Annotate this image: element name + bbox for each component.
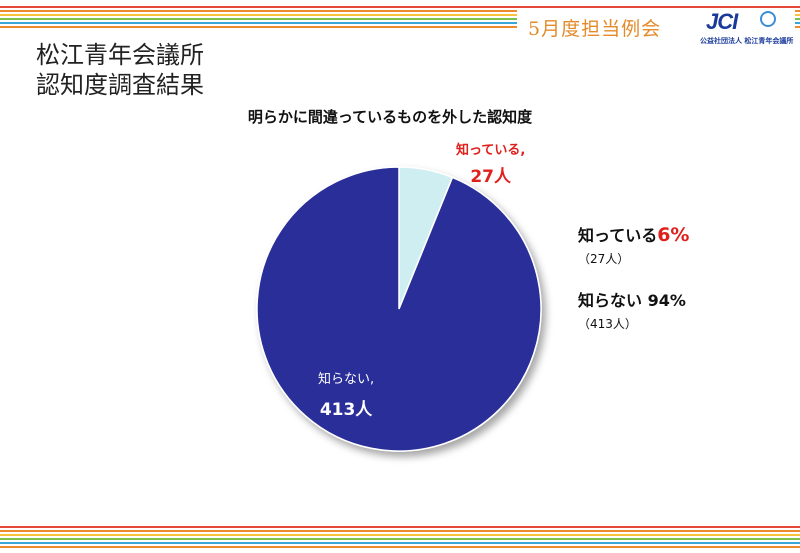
slice-label-known-value: 27人: [470, 167, 511, 187]
legend-unknown-percent: 94%: [642, 291, 686, 310]
jci-logo: JCI 公益社団法人 松江青年会議所: [700, 9, 794, 45]
chart-title-text: 明らかに間違っているものを外した認知度: [247, 108, 533, 126]
stripe: [0, 526, 800, 528]
slice-label-unknown-value: 413人: [319, 400, 373, 420]
stripe: [0, 534, 800, 536]
stripe: [0, 22, 800, 24]
slice-label-unknown-name: 知らない,: [318, 372, 375, 387]
stripe: [0, 538, 800, 540]
legend-known: 知っている6% （27人）: [578, 222, 689, 267]
pie-slice-unknown: [256, 166, 542, 452]
top-decorative-stripes: [0, 6, 800, 30]
stripe: [0, 6, 800, 8]
stripe: [0, 546, 800, 548]
legend-known-percent: 6%: [657, 224, 690, 246]
slice-label-known: 知っている, 27人: [456, 139, 525, 187]
chart-title: 明らかに間違っているものを外した認知度: [0, 106, 800, 127]
legend-known-count: （27人）: [578, 252, 630, 266]
page-title-line2: 認知度調査結果: [36, 71, 204, 99]
bottom-decorative-stripes: [0, 526, 800, 550]
header-box: [517, 8, 795, 48]
stripe: [0, 18, 800, 20]
legend-unknown-count: （413人）: [578, 317, 637, 331]
slice-label-unknown: 知らない, 413人: [318, 368, 374, 420]
legend-unknown-label: 知らない: [578, 291, 643, 310]
legend-known-label: 知っている: [578, 226, 658, 245]
page-title: 松江青年会議所 認知度調査結果: [36, 40, 204, 100]
stripe: [0, 26, 800, 28]
jci-logo-subtext: 公益社団法人 松江青年会議所: [700, 37, 794, 45]
slice-label-known-name: 知っている,: [456, 143, 526, 158]
jci-logo-text: JCI: [706, 9, 738, 34]
stripe: [0, 542, 800, 544]
stripe: [0, 530, 800, 532]
page-title-line1: 松江青年会議所: [36, 41, 204, 69]
stripe: [0, 14, 800, 16]
meeting-title: 5月度担当例会: [528, 18, 662, 40]
jci-seal-icon: [760, 11, 776, 27]
stripe: [0, 10, 800, 12]
legend-unknown: 知らない 94% （413人）: [578, 287, 686, 332]
